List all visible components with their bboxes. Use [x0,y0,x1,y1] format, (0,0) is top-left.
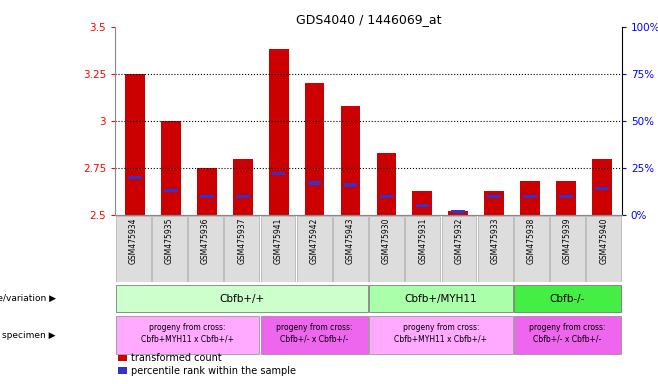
Bar [161,121,181,215]
Text: GSM475936: GSM475936 [201,218,210,264]
Text: Cbfb-/-: Cbfb-/- [550,293,585,304]
Bar [514,316,621,354]
Text: GSM475941: GSM475941 [274,218,282,264]
Bar [595,187,609,190]
Text: progeny from cross:
Cbfb+/- x Cbfb+/-: progeny from cross: Cbfb+/- x Cbfb+/- [276,323,353,343]
Bar [586,217,621,281]
Bar [236,195,249,198]
Text: genotype/variation ▶: genotype/variation ▶ [0,294,56,303]
Text: GSM475934: GSM475934 [129,218,138,264]
Bar [308,181,321,185]
Text: GSM475937: GSM475937 [238,218,246,264]
Bar [297,217,332,281]
Bar [152,217,187,281]
Bar [478,217,513,281]
Bar [451,210,465,213]
Text: GSM475932: GSM475932 [455,218,463,264]
Bar [343,183,357,187]
Bar [376,153,396,215]
Bar [413,190,432,215]
Bar [592,159,612,215]
Bar [333,217,368,281]
Text: GSM475931: GSM475931 [418,218,427,264]
Bar [261,316,368,354]
Bar [268,50,288,215]
Text: GSM475933: GSM475933 [491,218,499,264]
Bar [488,195,501,198]
Bar [520,181,540,215]
Bar [164,189,178,192]
Bar [116,217,151,281]
Bar [272,172,286,175]
Text: GSM475940: GSM475940 [599,218,608,264]
Bar [416,204,429,207]
Bar [128,176,141,179]
Text: progeny from cross:
Cbfb+/- x Cbfb+/-: progeny from cross: Cbfb+/- x Cbfb+/- [529,323,606,343]
Bar [224,217,259,281]
Text: transformed count: transformed count [132,353,222,363]
Bar [369,285,513,312]
Bar [514,285,621,312]
Text: progeny from cross:
Cbfb+MYH11 x Cbfb+/+: progeny from cross: Cbfb+MYH11 x Cbfb+/+ [141,323,234,343]
Bar [261,217,295,281]
Bar [484,190,504,215]
Bar [118,367,127,374]
Bar [116,316,259,354]
Bar [556,181,576,215]
Bar [449,211,468,215]
Text: specimen ▶: specimen ▶ [3,331,56,339]
Text: GSM475935: GSM475935 [165,218,174,264]
Bar [116,285,368,312]
Bar [233,159,253,215]
Bar [118,354,127,361]
Text: GSM475943: GSM475943 [346,218,355,264]
Bar [405,217,440,281]
Bar [369,316,513,354]
Bar [188,217,223,281]
Text: GSM475938: GSM475938 [527,218,536,264]
Bar [305,83,324,215]
Bar [550,217,585,281]
Bar [523,195,537,198]
Bar [125,74,145,215]
Bar [200,195,214,198]
Text: Cbfb+/MYH11: Cbfb+/MYH11 [405,293,477,304]
Text: GSM475930: GSM475930 [382,218,391,264]
Bar [369,217,404,281]
Bar [197,168,216,215]
Text: GSM475942: GSM475942 [310,218,318,264]
Bar [442,217,476,281]
Bar [341,106,361,215]
Text: progeny from cross:
Cbfb+MYH11 x Cbfb+/+: progeny from cross: Cbfb+MYH11 x Cbfb+/+ [394,323,488,343]
Title: GDS4040 / 1446069_at: GDS4040 / 1446069_at [295,13,442,26]
Bar [514,217,549,281]
Bar [380,195,393,198]
Bar [559,195,573,198]
Text: Cbfb+/+: Cbfb+/+ [219,293,265,304]
Text: percentile rank within the sample: percentile rank within the sample [132,366,296,376]
Text: GSM475939: GSM475939 [563,218,572,264]
